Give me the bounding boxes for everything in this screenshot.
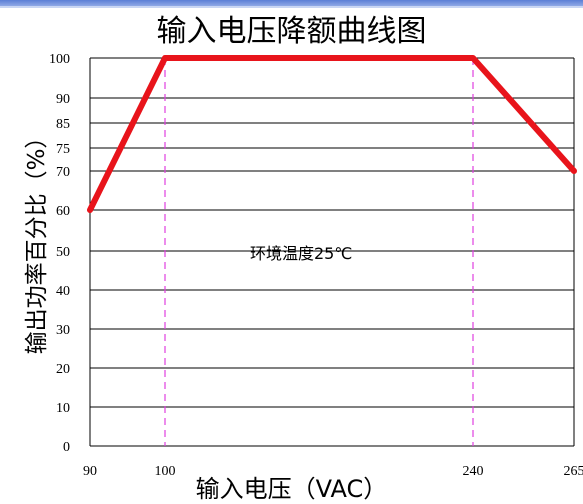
y-tick-label: 90 [56,92,70,107]
data-point [88,208,93,213]
y-tick-label: 0 [63,440,70,455]
data-point [471,56,476,61]
y-tick-label: 40 [56,284,70,299]
y-tick-label: 70 [56,165,70,180]
data-point [572,169,577,174]
data-point [163,56,168,61]
y-tick-label: 100 [49,52,70,67]
y-tick-label: 50 [56,245,70,260]
x-axis-label: 输入电压（VAC） [0,469,583,504]
y-tick-label: 85 [56,117,70,132]
ambient-temperature-note: 环境温度25℃ [250,240,352,264]
y-tick-label: 20 [56,362,70,377]
derating-curve-line [90,58,574,210]
y-tick-label: 60 [56,204,70,219]
y-tick-label: 30 [56,323,70,338]
y-axis-label: 输出功率百分比（%） [17,126,51,355]
y-tick-label: 75 [56,142,70,157]
y-tick-label: 10 [56,401,70,416]
